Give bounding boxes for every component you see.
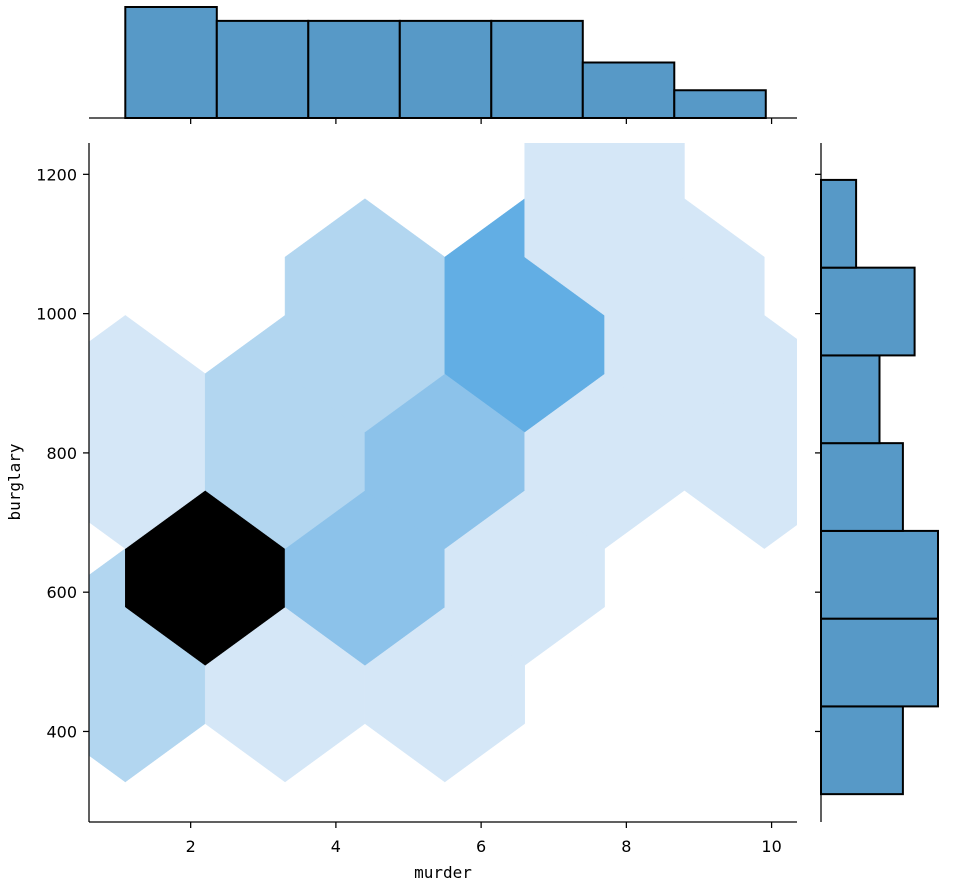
marginal-y-bar xyxy=(820,529,939,620)
marginal-x-bar xyxy=(673,89,767,119)
hex-cell xyxy=(524,143,685,316)
marginal-x-bar xyxy=(124,6,218,119)
y-tick-label: 400 xyxy=(46,722,77,741)
marginal-x-histogram xyxy=(89,6,797,124)
marginal-x-bar xyxy=(398,19,493,119)
y-tick-label: 1200 xyxy=(36,165,77,184)
marginal-x-bar xyxy=(581,61,676,119)
marginal-y-bar xyxy=(820,266,916,357)
marginal-y-bar xyxy=(820,705,904,796)
x-tick-label: 2 xyxy=(186,837,196,856)
marginal-y-bar xyxy=(820,617,939,708)
marginal-y-bar xyxy=(820,354,881,445)
y-tick-label: 600 xyxy=(46,583,77,602)
axes: 2 4 6 8 10 400 600 800 1000 1200 xyxy=(36,143,797,856)
hexbin-plot-area xyxy=(89,143,797,783)
marginal-y-bar xyxy=(820,442,904,532)
marginal-x-bar xyxy=(307,19,401,119)
x-axis-label: murder xyxy=(414,863,472,882)
y-tick-label: 800 xyxy=(46,444,77,463)
marginal-x-bar xyxy=(490,19,584,119)
x-tick-label: 4 xyxy=(331,837,341,856)
y-axis-label: burglary xyxy=(5,443,24,520)
x-tick-label: 10 xyxy=(761,837,781,856)
x-tick-label: 6 xyxy=(476,837,486,856)
y-tick-label: 1000 xyxy=(36,305,77,324)
marginal-y-histogram xyxy=(815,143,939,822)
x-tick-label: 8 xyxy=(621,837,631,856)
marginal-x-bar xyxy=(215,19,310,119)
marginal-y-bar xyxy=(820,178,858,269)
